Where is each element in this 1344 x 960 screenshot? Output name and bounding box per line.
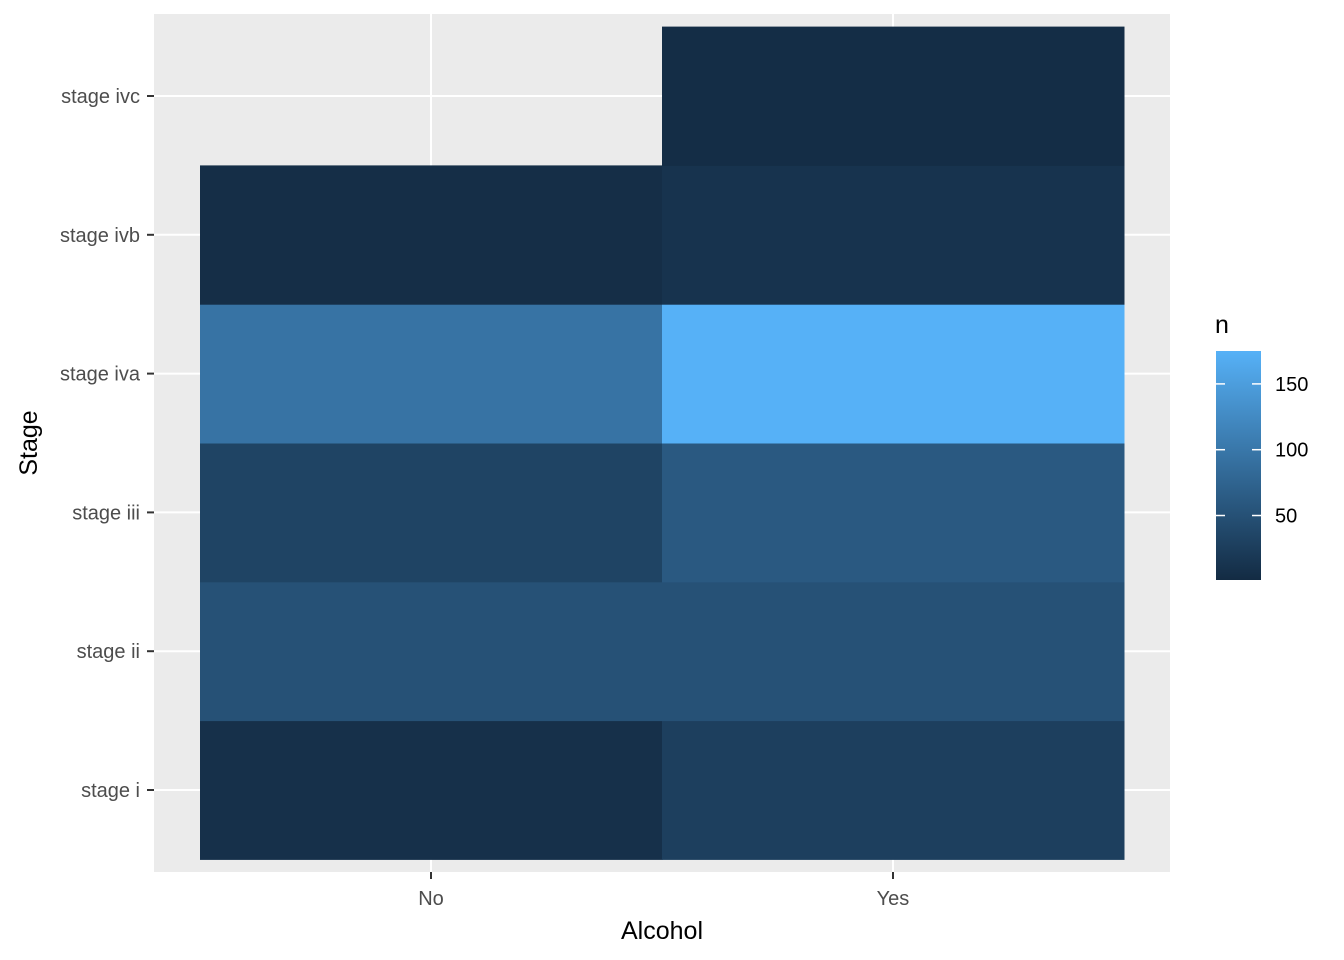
y-tick-label: stage iva (60, 364, 141, 386)
heatmap-cell (200, 443, 663, 583)
x-tick-label: Yes (877, 888, 910, 910)
heatmap-cell (662, 165, 1125, 305)
x-axis: No Yes (418, 872, 909, 910)
y-tick-label: stage ivc (61, 86, 140, 108)
legend-tick-label: 150 (1275, 374, 1308, 396)
colorbar-legend: n 50 100 150 (1215, 311, 1308, 580)
y-axis-title: Stage (15, 410, 43, 475)
legend-title: n (1215, 311, 1229, 339)
colorbar (1216, 351, 1261, 580)
heatmap-cell (200, 720, 663, 860)
heatmap-cell (662, 443, 1125, 583)
legend-tick-label: 100 (1275, 440, 1308, 462)
heatmap-cell (662, 581, 1125, 722)
y-tick-label: stage i (81, 780, 140, 802)
heatmap-cell (200, 165, 663, 305)
heatmap-cell (662, 304, 1125, 444)
heatmap-cell (200, 304, 663, 444)
heatmap-cell (662, 720, 1125, 860)
x-axis-title: Alcohol (621, 917, 703, 945)
heatmap-cell (662, 26, 1125, 166)
x-tick-label: No (418, 888, 444, 910)
y-tick-label: stage ivb (60, 225, 140, 247)
legend-tick-label: 50 (1275, 506, 1297, 528)
y-tick-label: stage ii (77, 641, 140, 663)
y-tick-label: stage iii (72, 502, 140, 524)
y-axis: stage i stage ii stage iii stage iva stage i… (60, 86, 154, 802)
heatmap-cell (200, 581, 663, 722)
legend-ticks: 50 100 150 (1216, 374, 1308, 528)
heatmap-cells (200, 26, 1125, 860)
